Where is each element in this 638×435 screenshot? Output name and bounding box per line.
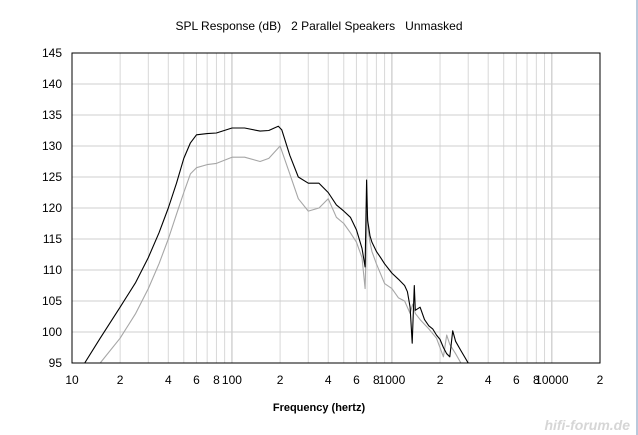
grid bbox=[72, 53, 600, 363]
x-tick-label: 6 bbox=[353, 373, 360, 387]
y-tick-label: 115 bbox=[43, 232, 62, 246]
x-tick-label: 8 bbox=[533, 373, 540, 387]
y-tick-label: 95 bbox=[49, 356, 63, 370]
x-tick-label: 6 bbox=[513, 373, 520, 387]
y-axis-ticks: 145 140 135 130 125 120 115 110 105 100 95 bbox=[42, 46, 62, 370]
x-tick-label: 2 bbox=[437, 373, 444, 387]
x-tick-label: 8 bbox=[213, 373, 220, 387]
x-tick-label: 2 bbox=[117, 373, 124, 387]
x-tick-label: 4 bbox=[165, 373, 172, 387]
x-tick-label: 8 bbox=[373, 373, 380, 387]
series-line bbox=[84, 125, 469, 363]
y-tick-label: 120 bbox=[42, 201, 62, 215]
x-tick-label: 100 bbox=[222, 373, 242, 387]
y-tick-label: 130 bbox=[42, 139, 62, 153]
y-tick-label: 105 bbox=[42, 294, 62, 308]
x-tick-label: 10 bbox=[65, 373, 79, 387]
x-axis-label: Frequency (hertz) bbox=[272, 402, 366, 414]
x-tick-label: 6 bbox=[193, 373, 200, 387]
watermark: hifi-forum.de bbox=[544, 417, 630, 433]
y-tick-label: 135 bbox=[42, 108, 62, 122]
y-tick-label: 100 bbox=[42, 325, 62, 339]
y-tick-label: 140 bbox=[42, 77, 62, 91]
y-tick-label: 110 bbox=[43, 263, 62, 277]
x-tick-label: 10000 bbox=[535, 373, 569, 387]
series-line bbox=[99, 145, 462, 363]
x-tick-label: 4 bbox=[485, 373, 492, 387]
x-tick-label: 1000 bbox=[379, 373, 406, 387]
x-tick-label: 2 bbox=[597, 373, 604, 387]
chart-title: SPL Response (dB) 2 Parallel Speakers Un… bbox=[175, 19, 463, 33]
plot-border bbox=[71, 52, 601, 364]
y-tick-label: 125 bbox=[42, 170, 62, 184]
y-tick-label: 145 bbox=[42, 46, 62, 60]
series-layer bbox=[84, 125, 469, 363]
x-tick-label: 2 bbox=[277, 373, 284, 387]
x-tick-label: 4 bbox=[325, 373, 332, 387]
